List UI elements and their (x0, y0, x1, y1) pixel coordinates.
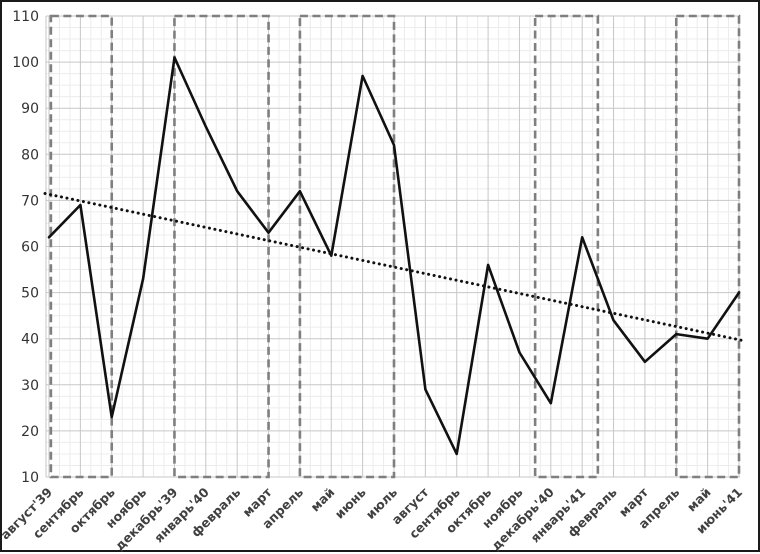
highlight-box (298, 14, 396, 479)
y-axis-labels: 10 20 30 40 50 60 70 80 90 100 110 (12, 9, 39, 486)
y-axis-tick-label: 20 (21, 424, 39, 440)
data-series-line (47, 56, 741, 456)
trend-line (43, 191, 747, 343)
y-axis-tick-label: 40 (21, 332, 39, 348)
y-axis-tick-label: 10 (21, 470, 39, 486)
x-axis-labels: август'39сентябрьоктябрьноябрьдекабрь'39… (2, 484, 745, 553)
x-axis-tick-label: июнь (332, 484, 369, 521)
y-axis-tick-label: 80 (21, 147, 39, 163)
highlight-box (674, 14, 741, 479)
y-axis-tick-label: 90 (21, 101, 39, 117)
y-axis-tick-label: 60 (21, 240, 39, 256)
y-axis-tick-label: 70 (21, 193, 39, 209)
y-axis-tick-label: 100 (12, 55, 39, 71)
y-axis-tick-label: 30 (21, 378, 39, 394)
y-axis-tick-label: 50 (21, 286, 39, 302)
highlight-box (49, 14, 114, 479)
highlight-boxes (49, 14, 741, 479)
highlight-box (173, 14, 270, 479)
y-axis-tick-label: 110 (12, 9, 39, 25)
grid-minor (46, 16, 740, 477)
highlight-box (533, 14, 600, 479)
